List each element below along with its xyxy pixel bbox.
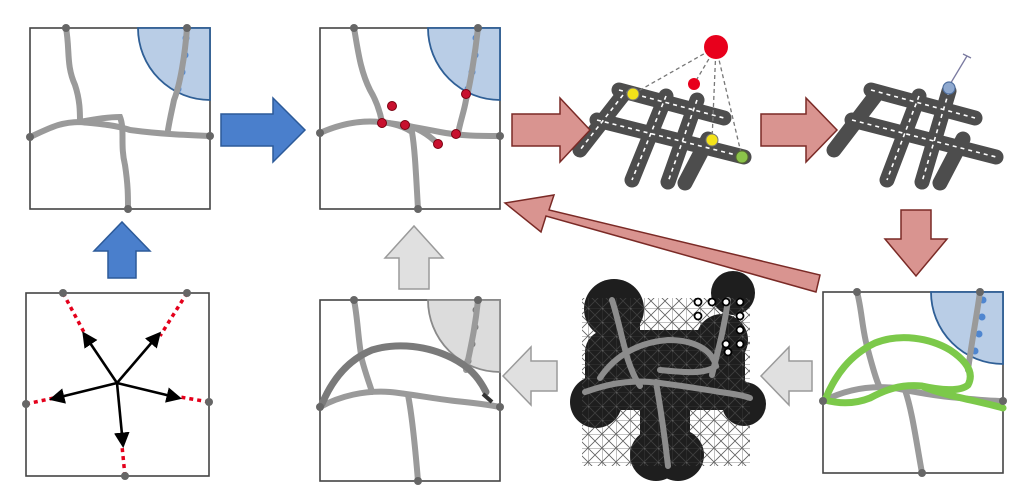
flow-arrow-down-red (883, 209, 949, 278)
zone-quarter-circle (930, 291, 1004, 365)
panel-road-network-refined (316, 296, 504, 485)
panel-highlighted-route (819, 288, 1007, 477)
flow-arrow-up-gray (383, 224, 445, 290)
node-marker (942, 81, 956, 95)
node-tether-cap (962, 53, 972, 59)
flow-arrow-up-blue (92, 220, 152, 279)
zone-quarter-circle (137, 27, 211, 101)
panel-frame (319, 27, 501, 210)
central-sensor (704, 35, 728, 59)
lattice-roads (582, 297, 753, 469)
node-tether (948, 55, 968, 87)
panel-dense-lattice (570, 271, 766, 481)
route-highlight (821, 334, 1007, 412)
zone-quarter-circle (427, 27, 501, 101)
panel-random-walk-seed (22, 289, 213, 480)
sensor-yellow (626, 87, 640, 101)
sensor-yellow (705, 133, 719, 147)
walk-dashes (25, 292, 210, 477)
boundary-nodes (26, 24, 214, 213)
refined-route (318, 342, 490, 408)
boundary-nodes (819, 288, 1007, 477)
lane-markings (851, 89, 997, 183)
boundary-nodes (22, 289, 213, 480)
panel-road-network-intersections (316, 24, 504, 213)
lane-markings (579, 89, 745, 183)
flow-arrow-left-gray (759, 345, 813, 407)
flow-arrow-right-red (511, 96, 592, 164)
highlight-cell-nodes (693, 297, 745, 357)
boundary-nodes (316, 296, 504, 485)
panel-grid-single-node (826, 53, 1004, 191)
panel-grid-sensor-links (572, 35, 752, 191)
panel-road-network-initial (26, 24, 214, 213)
flow-arrow-left-gray (501, 345, 558, 407)
direction-arrows (48, 331, 183, 449)
flow-arrow-right-red (760, 96, 839, 164)
flow-arrow-long-red (503, 194, 821, 293)
road-lines (317, 297, 503, 484)
sensor-red (688, 78, 700, 90)
boundary-nodes (316, 24, 504, 213)
flow-arrow-right-blue (220, 96, 307, 164)
road-lines (27, 25, 213, 212)
route-end-dash (481, 392, 494, 404)
intersection-markers (377, 89, 471, 149)
sensor-green (735, 150, 749, 164)
